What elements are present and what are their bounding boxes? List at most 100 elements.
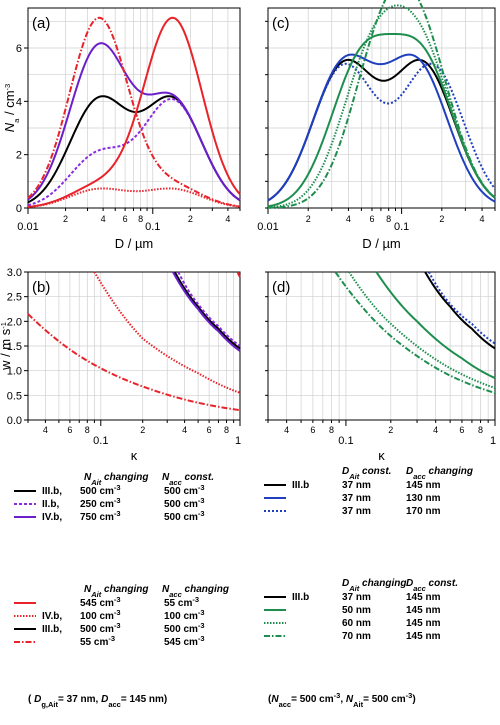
panel-c: 0.01 0.1 2 4 6 8 2 4 (c) D / µm xyxy=(257,0,496,251)
label-part: 145 nm xyxy=(406,618,441,629)
legend-entry-label: IV.b, xyxy=(42,611,62,622)
legend-value: 145 nm xyxy=(406,605,441,616)
label-part: Ait xyxy=(90,590,102,599)
legend-entry-label: III.b, xyxy=(42,486,62,497)
series-line-dait_50 xyxy=(267,32,496,208)
x-tick-label: 1 xyxy=(235,435,241,447)
label-part: III.b xyxy=(292,592,309,603)
label-part: D xyxy=(406,578,413,589)
label-part: changing xyxy=(182,584,229,595)
label-part: -3 xyxy=(114,483,121,492)
legend-entry-label: II.b, xyxy=(42,499,59,510)
series-line-both_55 xyxy=(27,16,241,208)
series-line-IVb_both_100 xyxy=(27,187,241,208)
label-part: = 145 nm) xyxy=(121,694,167,705)
label-part: -3 xyxy=(114,509,121,518)
label-part: 145 nm xyxy=(406,480,441,491)
x-tick-label: 0.1 xyxy=(145,221,160,233)
label-part: 100 cm xyxy=(164,611,198,622)
panel-d: 0.1 1 4 6 8 2 4 6 8 (d) κ xyxy=(265,271,496,463)
label-part: N xyxy=(162,584,170,595)
x-minor-label: 4 xyxy=(182,425,187,435)
legend-value: 70 nm xyxy=(342,631,371,642)
x-minor-label: 6 xyxy=(310,425,315,435)
label-part: / cm xyxy=(2,90,17,118)
label-part: changing xyxy=(101,584,148,595)
series-line-dait_60 xyxy=(267,4,496,209)
label-part: -3 xyxy=(192,595,199,604)
y-axis-label: Na / cm-3 xyxy=(2,84,21,132)
x-minor-label: 2 xyxy=(188,214,193,224)
label-part: , xyxy=(340,694,346,705)
x-axis-label: D / µm xyxy=(362,236,401,251)
label-part: 545 cm xyxy=(80,598,114,609)
legend-header: DAit const. xyxy=(342,466,391,481)
legend-header: Dacc changing xyxy=(406,466,473,481)
legend-value: 100 cm-3 xyxy=(80,608,121,623)
label-part: II.b, xyxy=(42,499,59,510)
label-part: w / m s xyxy=(0,328,13,371)
legend-d-ait-changing: DAit changing Dacc const.III.b 37 nm 145 nm… xyxy=(264,578,458,709)
legend-value: 500 cm-3 xyxy=(80,621,121,636)
x-minor-label: 2 xyxy=(63,214,68,224)
legend-value: 50 nm xyxy=(342,605,371,616)
x-minor-label: 4 xyxy=(101,214,106,224)
label-part: D xyxy=(342,578,349,589)
x-tick-label: 1 xyxy=(490,435,496,447)
label-part: IV.b, xyxy=(42,512,62,523)
label-part: 500 cm xyxy=(164,499,198,510)
label-part: Ait xyxy=(353,700,364,709)
x-axis-label: κ xyxy=(378,448,385,463)
x-minor-label: 8 xyxy=(478,425,483,435)
x-minor-label: 8 xyxy=(138,214,143,224)
label-part: -3 xyxy=(406,691,413,700)
label-part: N xyxy=(162,472,170,483)
x-minor-label: 8 xyxy=(386,214,391,224)
label-part: Ait xyxy=(90,478,102,487)
y-tick-label: 1.0 xyxy=(7,366,22,378)
y-tick-label: 3.0 xyxy=(7,267,22,279)
legend-value: 500 cm-3 xyxy=(164,509,205,524)
label-part: D xyxy=(406,466,413,477)
label-part: g,Ait xyxy=(41,700,58,709)
legend-header: Nacc changing xyxy=(162,584,229,599)
x-minor-label: 4 xyxy=(433,425,438,435)
label-part: N xyxy=(84,472,92,483)
x-axis-label: κ xyxy=(131,448,138,463)
legend-value: 545 cm-3 xyxy=(80,595,121,610)
series-line-IVb_naitchg xyxy=(172,271,241,352)
series-line-IVb_naitchg xyxy=(27,42,241,202)
label-part: changing xyxy=(426,466,473,477)
legend-value: 170 nm xyxy=(406,506,441,517)
label-part: III.b, xyxy=(42,624,62,635)
x-minor-label: 4 xyxy=(284,425,289,435)
legend-value: 37 nm xyxy=(342,592,371,603)
label-part: 60 nm xyxy=(342,618,371,629)
y-tick-label: 0 xyxy=(16,203,22,215)
legend-value: 55 cm-3 xyxy=(164,595,199,610)
x-minor-label: 4 xyxy=(480,214,485,224)
label-part: D xyxy=(101,694,108,705)
label-part: ( xyxy=(268,694,272,705)
label-part: 545 cm xyxy=(164,637,198,648)
label-part: a xyxy=(12,118,21,123)
x-tick-label: 0.01 xyxy=(17,221,38,233)
legend-value: 545 cm-3 xyxy=(164,634,205,649)
legend-value: 55 cm-3 xyxy=(80,634,115,649)
label-part: 500 cm xyxy=(164,512,198,523)
label-part: -3 xyxy=(114,496,121,505)
y-tick-label: 0.0 xyxy=(7,415,22,427)
legend-value: 250 cm-3 xyxy=(80,496,121,511)
panel-label: (a) xyxy=(32,15,50,32)
x-minor-label: 8 xyxy=(329,425,334,435)
label-part: -3 xyxy=(198,509,205,518)
x-minor-label: 4 xyxy=(43,425,48,435)
label-part: 37 nm xyxy=(342,592,371,603)
label-part: 50 nm xyxy=(342,605,371,616)
label-part: N xyxy=(84,584,92,595)
series-line-dacc_170 xyxy=(427,271,496,345)
legend-value: 500 cm-3 xyxy=(164,621,205,636)
